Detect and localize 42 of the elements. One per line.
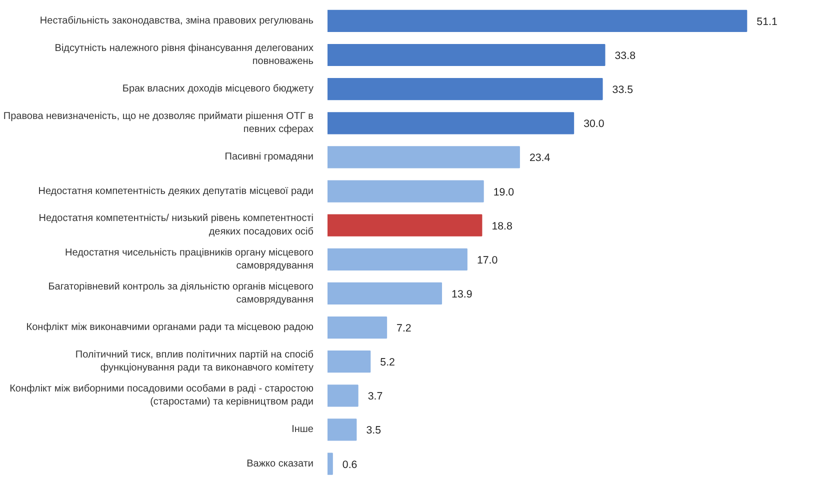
bar: [328, 10, 748, 32]
bar: [328, 350, 371, 373]
bar: [328, 452, 333, 475]
data-label: 33.8: [614, 50, 636, 62]
y-tick-label: Відсутність належного рівня фінансування делегованих повноважень: [54, 42, 314, 68]
data-label: 0.6: [342, 458, 358, 471]
data-label: 3.5: [366, 424, 382, 437]
y-tick-label: Недостатня компетентність деяких депутатів місцевої ради: [38, 186, 314, 197]
data-label: 19.0: [493, 186, 514, 198]
y-tick-label: Недостатня компетентність/ низький рівень компетентності деяких посадових осіб: [38, 213, 314, 238]
data-label: 3.7: [368, 390, 383, 403]
data-label: 5.2: [380, 356, 396, 369]
bar: [328, 78, 603, 100]
y-tick-label: Конфлікт між виборними посадовими особами в раді - старостою (старостами) та керівництвом ради: [10, 384, 314, 408]
bar: [328, 418, 357, 441]
y-tick-label: Правова невизначеність, що не дозволяє приймати рішення ОТГ в певних сферах: [3, 111, 314, 136]
bar: [328, 112, 574, 134]
data-label: 13.9: [452, 288, 472, 300]
y-tick-label: Інше: [292, 424, 314, 436]
y-tick-label: Недостатня чисельність працівників органу місцевого самоврядування: [65, 247, 314, 272]
y-tick-label: Політичний тиск, вплив політичних партій на спосіб функціонування ради та виконавчого комітету: [75, 349, 314, 374]
y-tick-label: Брак власних доходів місцевого бюджету: [122, 84, 314, 95]
data-label: 7.2: [396, 322, 412, 335]
bar: [328, 384, 358, 407]
data-label: 23.4: [529, 152, 550, 164]
data-label: 17.0: [476, 254, 498, 266]
y-tick-label: Конфлікт між виконавчими органами ради та місцевою радою: [26, 322, 314, 334]
y-tick-label: Пасивні громадяни: [224, 152, 314, 163]
bar: [328, 146, 520, 168]
data-label: 18.8: [492, 220, 513, 232]
bar: [328, 214, 482, 236]
data-label: 30.0: [584, 118, 604, 130]
bar: [328, 44, 606, 66]
y-tick-label: Важко сказати: [246, 458, 314, 470]
y-tick-label: Багаторівневий контроль за діяльністю органів місцевого самоврядування: [48, 281, 314, 306]
bar: [328, 248, 468, 270]
y-tick-label: Нестабільність законодавства, зміна правових регулювань: [40, 15, 314, 26]
data-label: 33.5: [612, 84, 634, 96]
bar: [328, 316, 388, 339]
data-label: 51.1: [756, 16, 778, 28]
bar: [328, 282, 442, 305]
bar: [328, 180, 484, 202]
